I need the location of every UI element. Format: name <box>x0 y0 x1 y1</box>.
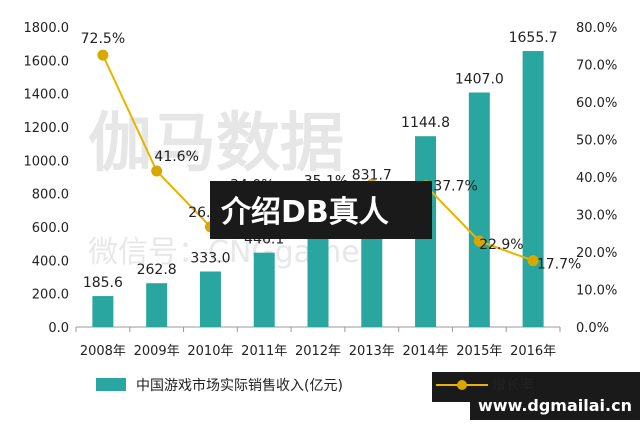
y-right-tick-label: 70.0% <box>576 59 617 74</box>
site-stamp-text: www.dgmailai.cn <box>478 396 632 415</box>
bar-labels-group: 185.6262.8333.0446.16831.71144.81407.016… <box>83 30 558 291</box>
x-category-label: 2016年 <box>510 344 556 359</box>
y-right-tick-label: 80.0% <box>576 21 617 36</box>
bar-value-label: 831.7 <box>352 167 392 183</box>
x-category-label: 2013年 <box>349 344 395 359</box>
bar-value-label: 1144.8 <box>401 115 450 131</box>
bar <box>199 271 221 327</box>
x-category-label: 2012年 <box>295 344 341 359</box>
bar-value-label: 1407.0 <box>455 72 504 88</box>
axes-group: 0.0 200.0 400.0 600.0 800.0 1000.0 1200.0 1400.… <box>24 21 618 359</box>
x-category-label: 2009年 <box>134 344 180 359</box>
bar <box>522 51 544 328</box>
y-left-tick-label: 400.0 <box>32 254 69 269</box>
bar-value-label: 1655.7 <box>509 30 558 46</box>
x-category-label: 2011年 <box>241 344 287 359</box>
y-left-tick-label: 200.0 <box>32 288 69 303</box>
growth-value-label: 22.9% <box>479 237 523 253</box>
y-left-tick-label: 1000.0 <box>24 154 70 169</box>
bar <box>253 252 275 327</box>
y-right-tick-label: 20.0% <box>576 246 617 261</box>
bar <box>146 283 168 327</box>
legend-bar-label: 中国游戏市场实际销售收入(亿元) <box>136 377 343 394</box>
x-category-label: 2014年 <box>403 344 449 359</box>
y-left-tick-label: 1800.0 <box>24 21 70 36</box>
y-left-tick-label: 1200.0 <box>24 121 70 136</box>
growth-value-label: 72.5% <box>81 31 125 47</box>
y-left-tick-label: 600.0 <box>32 221 69 236</box>
watermark-text: 伽马数据 <box>88 107 344 181</box>
growth-marker <box>473 235 485 247</box>
bar <box>307 226 329 327</box>
bar-value-label: 333.0 <box>190 251 230 267</box>
growth-marker <box>97 49 109 61</box>
bar-value-label: 185.6 <box>83 275 123 291</box>
legend-line-marker <box>457 380 467 390</box>
x-category-label: 2015年 <box>456 344 502 359</box>
y-right-tick-label: 50.0% <box>576 134 617 149</box>
bar <box>468 92 490 327</box>
y-left-tick-label: 1600.0 <box>24 54 70 69</box>
overlay-title: 介绍DB真人 <box>220 195 389 230</box>
x-category-label: 2010年 <box>187 344 233 359</box>
growth-value-label: 41.6% <box>154 149 198 165</box>
bar-value-label: 262.8 <box>137 262 177 278</box>
y-right-tick-label: 30.0% <box>576 209 617 224</box>
site-stamp-bg <box>470 390 640 420</box>
legend-line-label: 增长率 <box>492 377 534 394</box>
legend-bar-swatch <box>96 378 126 391</box>
overlay-banner <box>210 181 432 239</box>
growth-value-label: 37.7% <box>433 179 477 195</box>
x-category-label: 2008年 <box>80 344 126 359</box>
growth-value-label: 17.7% <box>537 257 581 273</box>
y-right-tick-label: 0.0% <box>576 321 609 336</box>
y-left-tick-label: 0.0 <box>48 321 69 336</box>
y-right-tick-label: 40.0% <box>576 171 617 186</box>
y-left-tick-label: 800.0 <box>32 188 69 203</box>
growth-marker <box>151 165 163 177</box>
y-left-tick-label: 1400.0 <box>24 88 70 103</box>
y-right-tick-label: 60.0% <box>576 96 617 111</box>
y-right-tick-label: 10.0% <box>576 284 617 299</box>
growth-marker <box>527 255 539 267</box>
bar <box>92 296 114 327</box>
